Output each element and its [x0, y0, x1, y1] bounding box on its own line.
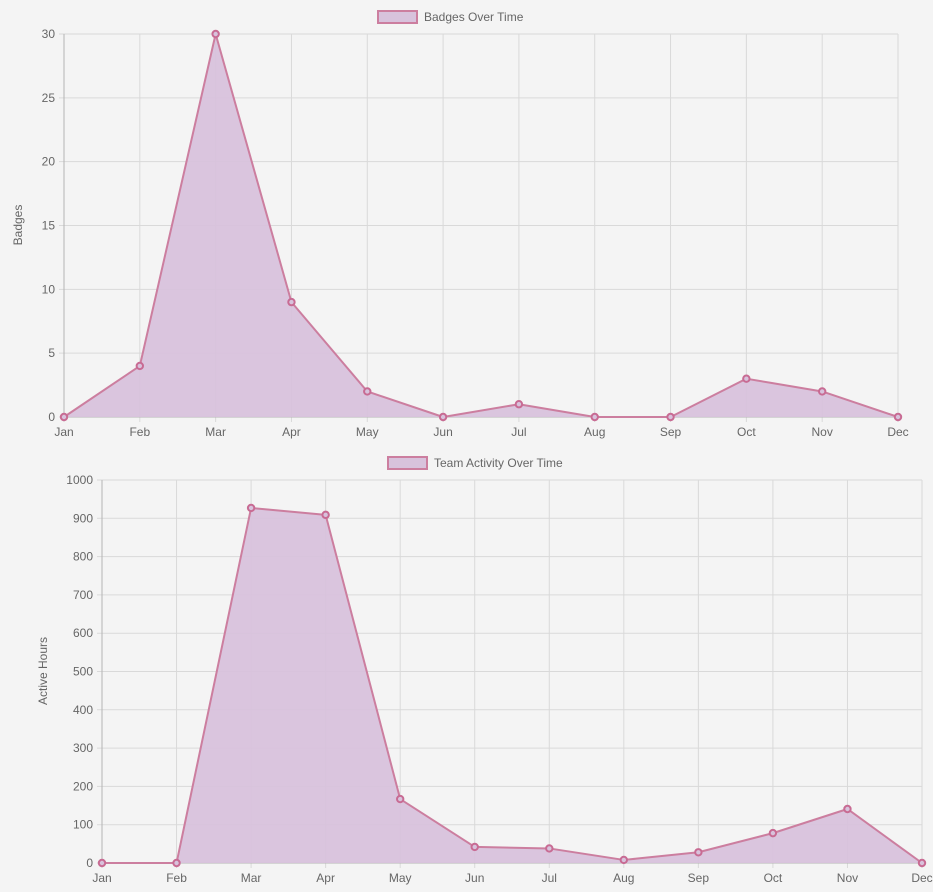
- y-tick-label: 1000: [66, 473, 93, 487]
- y-tick-label: 200: [73, 779, 93, 793]
- x-tick-label: Jan: [92, 871, 111, 885]
- data-point-nov[interactable]: [817, 387, 827, 396]
- x-tick-label: Feb: [166, 871, 187, 885]
- x-tick-label: Apr: [316, 871, 335, 885]
- x-tick-label: Jul: [511, 425, 526, 439]
- y-tick-label: 500: [73, 665, 93, 679]
- data-point-mar[interactable]: [211, 29, 220, 39]
- data-point-nov[interactable]: [843, 804, 852, 814]
- y-tick-label: 800: [73, 550, 93, 564]
- y-tick-label: 600: [73, 626, 93, 640]
- y-axis-title: Badges: [11, 205, 25, 246]
- x-tick-label: Jun: [465, 871, 484, 885]
- data-point-jul[interactable]: [545, 844, 554, 853]
- legend-label: Badges Over Time: [424, 10, 524, 24]
- data-point-jan[interactable]: [59, 412, 69, 422]
- y-tick-label: 10: [42, 282, 56, 296]
- y-tick-label: 700: [73, 588, 93, 602]
- y-tick-label: 300: [73, 741, 93, 755]
- series-line: [102, 506, 923, 864]
- legend[interactable]: Badges Over Time: [377, 10, 524, 24]
- data-points[interactable]: [59, 29, 903, 422]
- x-tick-label: Aug: [584, 425, 605, 439]
- legend[interactable]: Team Activity Over Time: [387, 456, 563, 470]
- y-tick-label: 400: [73, 703, 93, 717]
- data-point-apr[interactable]: [321, 510, 330, 520]
- x-tick-label: Jun: [433, 425, 452, 439]
- x-tick-label: Aug: [613, 871, 634, 885]
- tick-labels: Jan Feb Mar Apr May Jun Jul Aug Sep Oct Nov Dec 0 100…: [66, 473, 932, 885]
- data-point-aug[interactable]: [590, 412, 599, 422]
- x-tick-label: Oct: [764, 871, 783, 885]
- area: [102, 506, 923, 864]
- data-point-jan[interactable]: [97, 858, 107, 868]
- y-tick-label: 100: [73, 818, 93, 832]
- x-tick-label: Mar: [241, 871, 262, 885]
- data-point-oct[interactable]: [742, 374, 751, 383]
- data-point-sep[interactable]: [694, 848, 703, 857]
- y-tick-label: 0: [48, 410, 55, 424]
- x-tick-label: Oct: [737, 425, 756, 439]
- x-tick-label: May: [356, 425, 379, 439]
- data-point-jul[interactable]: [514, 400, 524, 409]
- data-point-may[interactable]: [395, 794, 405, 804]
- legend-swatch: [387, 456, 428, 470]
- y-axis-title: Active Hours: [36, 637, 50, 705]
- data-point-apr[interactable]: [287, 297, 296, 307]
- y-tick-label: 0: [86, 856, 93, 870]
- data-point-oct[interactable]: [768, 828, 778, 838]
- y-tick-label: 15: [42, 219, 56, 233]
- x-tick-label: Feb: [129, 425, 150, 439]
- data-point-feb[interactable]: [135, 361, 145, 371]
- data-point-jun[interactable]: [470, 842, 479, 852]
- badges-chart: Badges Over Time Badges Jan Feb Mar Apr May J…: [11, 10, 909, 439]
- x-tick-label: Dec: [887, 425, 908, 439]
- x-tick-label: Mar: [205, 425, 226, 439]
- data-point-aug[interactable]: [619, 855, 629, 865]
- x-tick-label: Dec: [911, 871, 932, 885]
- y-tick-label: 900: [73, 511, 93, 525]
- x-tick-label: Nov: [837, 871, 858, 885]
- x-tick-label: Nov: [812, 425, 833, 439]
- x-tick-label: Apr: [282, 425, 301, 439]
- y-tick-label: 20: [42, 155, 56, 169]
- y-tick-label: 25: [42, 91, 56, 105]
- data-points[interactable]: [97, 503, 927, 868]
- series-area-fill: [102, 507, 922, 863]
- x-tick-label: Sep: [660, 425, 682, 439]
- data-point-dec[interactable]: [917, 858, 927, 868]
- x-tick-label: Jul: [542, 871, 557, 885]
- team-activity-chart: Team Activity Over Time Active Hours Jan…: [36, 456, 933, 885]
- area: [63, 33, 899, 418]
- x-tick-label: Jan: [54, 425, 73, 439]
- x-tick-label: May: [389, 871, 412, 885]
- legend-label: Team Activity Over Time: [434, 456, 563, 470]
- x-tick-label: Sep: [688, 871, 710, 885]
- tick-labels: Jan Feb Mar Apr May Jun Jul Aug Sep Oct Nov Dec 0 5 10…: [42, 27, 909, 439]
- data-point-dec[interactable]: [893, 412, 903, 422]
- data-point-jun[interactable]: [438, 412, 448, 422]
- data-point-mar[interactable]: [246, 503, 256, 513]
- data-point-sep[interactable]: [666, 412, 675, 422]
- data-point-may[interactable]: [363, 387, 372, 396]
- series-area-fill: [64, 34, 898, 417]
- legend-swatch: [377, 10, 418, 24]
- y-tick-label: 5: [48, 346, 55, 360]
- data-point-feb[interactable]: [172, 858, 181, 868]
- series-line: [63, 33, 899, 418]
- y-tick-label: 30: [42, 27, 56, 41]
